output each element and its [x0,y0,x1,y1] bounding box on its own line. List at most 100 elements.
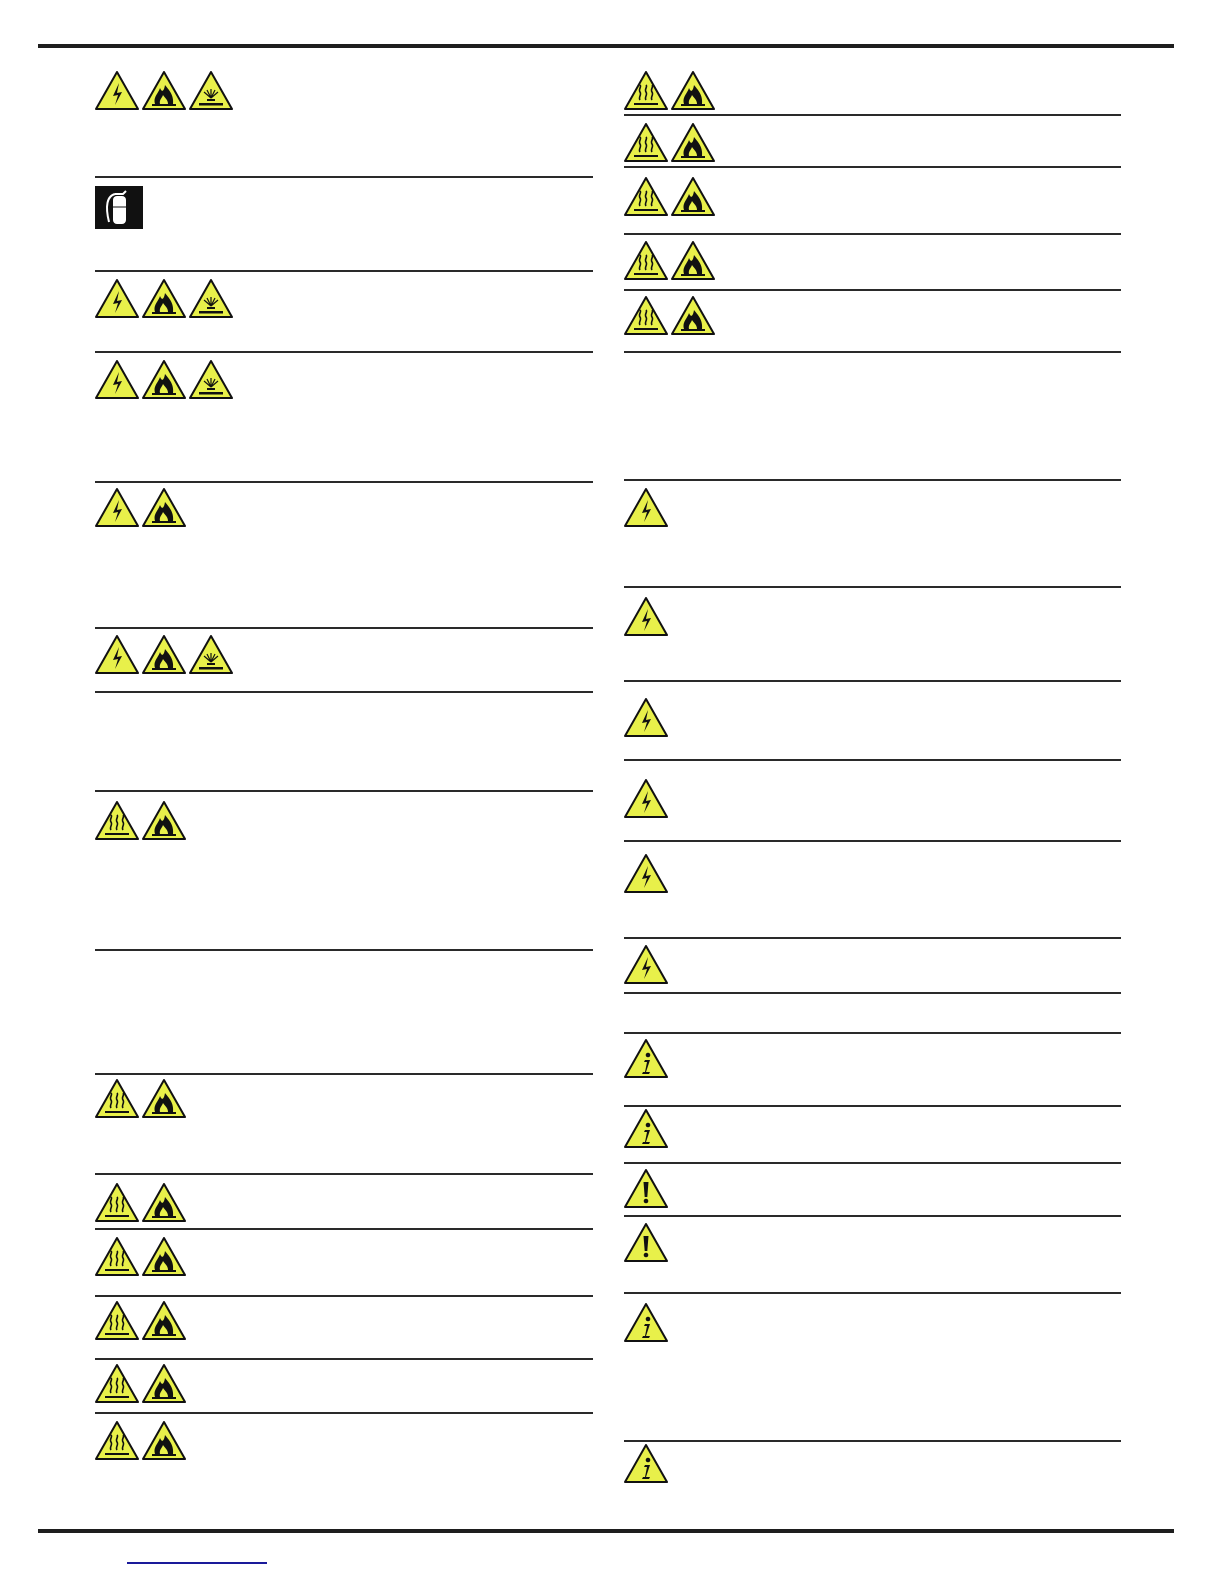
electric-hazard-icon [95,635,139,674]
fire-hazard-icon [671,71,715,110]
fire-hazard-icon [142,801,186,840]
corrosive-hazard-icon [189,360,233,399]
corrosive-hazard-icon [189,71,233,110]
footer-link[interactable] [127,1553,267,1564]
fire-extinguisher-icon [95,186,143,229]
left-row-5-icons [95,487,186,528]
left-row-divider [95,481,593,483]
left-row-divider [95,176,593,178]
hot-surface-icon [624,296,668,335]
electric-hazard-icon [95,488,139,527]
left-row-divider [95,1412,593,1414]
right-row-19-icons [624,1443,668,1484]
hot-surface-icon [95,801,139,840]
hot-surface-icon [95,1237,139,1276]
hot-surface-icon [624,177,668,216]
fire-hazard-icon [142,1301,186,1340]
right-row-9-icons [624,697,668,738]
right-row-divider [624,1105,1121,1107]
right-row-divider [624,840,1121,842]
right-row-3-icons [624,176,715,217]
electric-hazard-icon [624,698,668,737]
fire-hazard-icon [671,123,715,162]
fire-hazard-icon [142,488,186,527]
right-row-4-icons [624,240,715,281]
left-row-divider [95,270,593,272]
left-row-13-icons [95,1300,186,1341]
left-row-divider [95,1228,593,1230]
right-row-divider [624,1292,1121,1294]
fire-hazard-icon [142,1079,186,1118]
left-row-divider [95,1295,593,1297]
right-row-divider [624,1162,1121,1164]
left-row-11-icons [95,1182,186,1223]
fire-hazard-icon [142,635,186,674]
top-rule [38,44,1174,48]
hot-surface-icon [95,1079,139,1118]
right-row-14-icons [624,1038,668,1079]
electric-hazard-icon [95,279,139,318]
fire-hazard-icon [671,241,715,280]
right-row-15-icons [624,1108,668,1149]
right-row-1-icons [624,70,715,111]
right-row-12-icons [624,944,668,985]
hot-surface-icon [95,1301,139,1340]
fire-hazard-icon [142,1237,186,1276]
information-icon [624,1109,668,1148]
fire-hazard-icon [142,1364,186,1403]
hot-surface-icon [624,241,668,280]
left-row-6-icons [95,634,233,675]
right-row-divider [624,289,1121,291]
right-row-divider [624,1440,1121,1442]
electric-hazard-icon [95,71,139,110]
left-row-divider [95,949,593,951]
left-row-14-icons [95,1363,186,1404]
right-row-7-icons [624,487,668,528]
fire-hazard-icon [142,360,186,399]
left-row-10-icons [95,1078,186,1119]
right-row-divider [624,759,1121,761]
right-row-divider [624,992,1121,994]
right-row-divider [624,479,1121,481]
right-row-divider [624,937,1121,939]
fire-hazard-icon [142,1421,186,1460]
electric-hazard-icon [624,854,668,893]
bottom-rule [38,1529,1174,1533]
fire-hazard-icon [142,279,186,318]
hot-surface-icon [624,123,668,162]
right-row-10-icons [624,778,668,819]
electric-hazard-icon [624,779,668,818]
fire-hazard-icon [671,177,715,216]
right-row-divider [624,1215,1121,1217]
left-row-8-icons [95,800,186,841]
hot-surface-icon [95,1183,139,1222]
left-row-divider [95,790,593,792]
hot-surface-icon [624,71,668,110]
right-row-17-icons [624,1222,668,1263]
hot-surface-icon [95,1421,139,1460]
left-row-3-icons [95,278,233,319]
left-row-1-icons [95,70,233,111]
left-row-2-icons [95,186,143,229]
right-row-2-icons [624,122,715,163]
hot-surface-icon [95,1364,139,1403]
left-row-divider [95,691,593,693]
corrosive-hazard-icon [189,279,233,318]
right-row-16-icons [624,1168,668,1209]
electric-hazard-icon [624,597,668,636]
left-row-divider [95,351,593,353]
right-row-divider [624,351,1121,353]
general-warning-icon [624,1169,668,1208]
left-row-divider [95,1073,593,1075]
corrosive-hazard-icon [189,635,233,674]
left-row-15-icons [95,1420,186,1461]
right-row-divider [624,680,1121,682]
right-row-divider [624,586,1121,588]
right-row-18-icons [624,1302,668,1343]
general-warning-icon [624,1223,668,1262]
electric-hazard-icon [624,488,668,527]
right-row-divider [624,166,1121,168]
fire-hazard-icon [671,296,715,335]
right-row-divider [624,233,1121,235]
right-row-11-icons [624,853,668,894]
